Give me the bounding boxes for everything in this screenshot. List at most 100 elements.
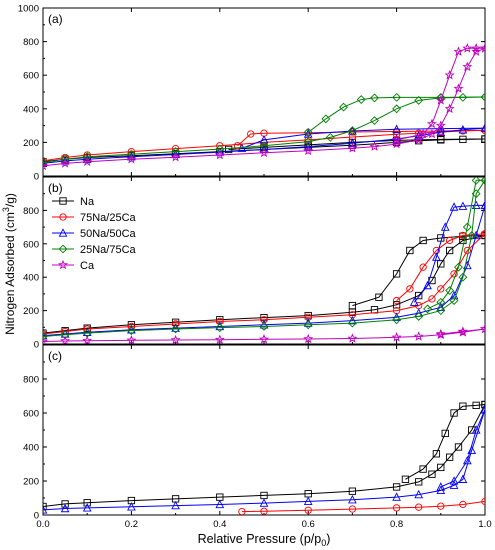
data-point bbox=[127, 325, 136, 334]
x-axis-label: Relative Pressure (p/p0) bbox=[198, 532, 331, 548]
data-point bbox=[43, 505, 48, 514]
legend: Na 75Na/25Ca 50Na/50Ca 25Na/75Ca Ca bbox=[52, 196, 137, 272]
data-point bbox=[458, 272, 468, 282]
data-point bbox=[481, 497, 485, 506]
data-point bbox=[170, 151, 181, 162]
data-point bbox=[126, 326, 136, 336]
data-point bbox=[43, 332, 48, 341]
data-point bbox=[303, 145, 314, 156]
data-point bbox=[428, 470, 436, 478]
data-point bbox=[444, 69, 455, 80]
panel-c: 0 200 400 600 800 0.0 0.2 0.4 0.6 0.8 1.0 (c) bbox=[23, 344, 492, 530]
data-point bbox=[415, 291, 423, 300]
data-point bbox=[415, 503, 423, 511]
data-point bbox=[347, 143, 358, 153]
data-point bbox=[348, 138, 357, 147]
data-point bbox=[321, 114, 331, 124]
data-point bbox=[458, 474, 468, 483]
data-point bbox=[43, 330, 48, 340]
data-point bbox=[303, 141, 313, 151]
series-line-ads bbox=[43, 233, 485, 335]
data-point bbox=[414, 489, 424, 499]
data-point bbox=[348, 311, 357, 319]
series-line-ads bbox=[241, 500, 485, 513]
data-point bbox=[435, 120, 446, 130]
data-point bbox=[171, 320, 180, 328]
data-point bbox=[303, 320, 313, 330]
series-line-des bbox=[307, 96, 485, 133]
data-point bbox=[339, 102, 348, 112]
data-point bbox=[459, 500, 467, 509]
legend-marker bbox=[59, 197, 67, 205]
data-point bbox=[347, 333, 358, 343]
data-point bbox=[471, 177, 481, 185]
data-point bbox=[214, 149, 225, 160]
data-point bbox=[449, 476, 459, 485]
series-line-des bbox=[440, 409, 485, 488]
data-point bbox=[444, 103, 455, 114]
data-point bbox=[418, 128, 429, 139]
data-point bbox=[348, 315, 357, 325]
data-point bbox=[325, 132, 335, 142]
data-point bbox=[347, 318, 357, 328]
data-point bbox=[43, 336, 49, 344]
data-point bbox=[60, 503, 70, 513]
data-point bbox=[445, 236, 454, 245]
legend-label: Na bbox=[80, 196, 95, 208]
series-line-ads bbox=[43, 96, 485, 164]
data-point bbox=[471, 200, 481, 210]
data-point bbox=[471, 230, 481, 240]
data-point bbox=[414, 312, 424, 321]
plot-frame bbox=[42, 344, 486, 516]
data-point bbox=[370, 93, 379, 103]
data-point bbox=[458, 125, 468, 134]
data-point bbox=[348, 301, 357, 310]
data-point bbox=[441, 429, 449, 438]
legend-marker bbox=[58, 259, 68, 270]
data-point bbox=[459, 402, 467, 410]
data-point bbox=[303, 333, 314, 344]
data-point bbox=[369, 141, 380, 151]
y-tick-label: 800 bbox=[23, 37, 39, 48]
data-point bbox=[82, 503, 92, 512]
data-point bbox=[454, 443, 463, 451]
data-point bbox=[426, 128, 437, 139]
series-line-ads bbox=[43, 234, 485, 334]
panel-b: 0 200 400 600 800 (b) bbox=[23, 176, 486, 351]
data-point bbox=[437, 135, 445, 144]
data-point bbox=[419, 465, 427, 473]
y-tick-label: 400 bbox=[23, 443, 39, 454]
data-point bbox=[462, 222, 472, 232]
data-point bbox=[472, 401, 480, 409]
data-point bbox=[462, 61, 473, 72]
legend-marker bbox=[58, 244, 68, 254]
data-point bbox=[453, 83, 464, 93]
series-line-des bbox=[427, 179, 485, 310]
data-point bbox=[449, 296, 459, 306]
data-point bbox=[43, 160, 48, 171]
x-tick-label: 0.4 bbox=[213, 519, 226, 530]
series-50Na/50Ca bbox=[43, 200, 485, 340]
data-point bbox=[391, 332, 402, 342]
series-line-des bbox=[440, 328, 485, 335]
legend-entry: 25Na/75Ca bbox=[52, 244, 137, 256]
data-point bbox=[60, 335, 71, 344]
data-point bbox=[401, 475, 410, 483]
data-point bbox=[462, 455, 472, 465]
data-point bbox=[392, 483, 401, 491]
legend-label: 50Na/50Ca bbox=[80, 228, 137, 240]
data-point bbox=[406, 246, 414, 255]
data-point bbox=[233, 142, 242, 150]
series-50Na/50Ca bbox=[43, 123, 485, 168]
data-point bbox=[419, 263, 427, 271]
data-point bbox=[414, 95, 424, 105]
data-point bbox=[462, 43, 473, 53]
legend-label: 25Na/75Ca bbox=[80, 244, 137, 256]
data-point bbox=[83, 499, 91, 507]
data-point bbox=[391, 134, 402, 145]
y-tick-label: 0 bbox=[34, 172, 39, 183]
data-point bbox=[437, 463, 445, 472]
data-point bbox=[432, 252, 441, 261]
data-point bbox=[303, 127, 313, 137]
x-tick-label: 0.8 bbox=[390, 519, 403, 530]
